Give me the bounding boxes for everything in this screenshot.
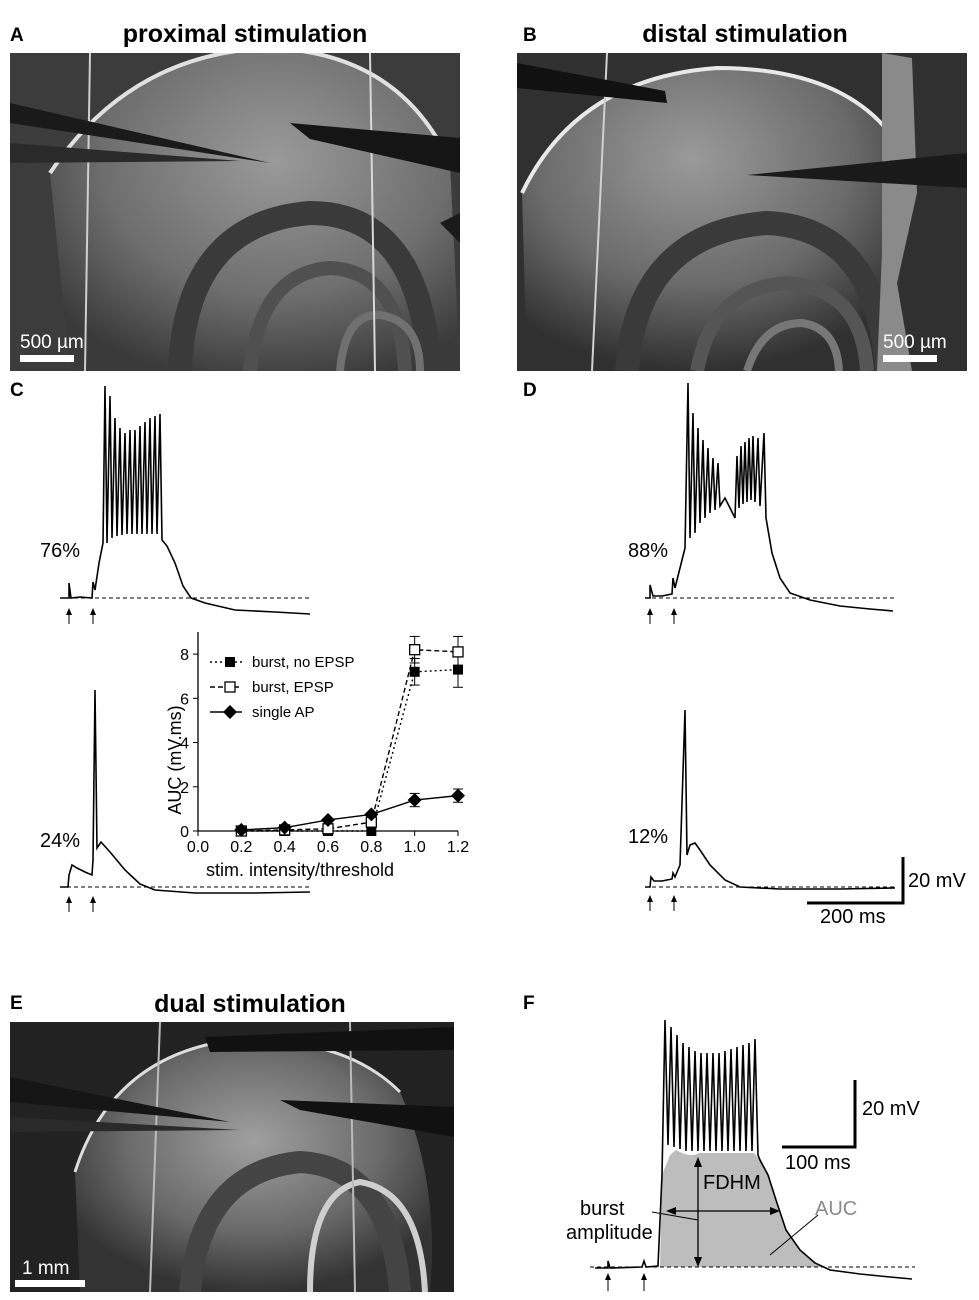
pct-12: 12% [628, 826, 669, 848]
y-tick-label: 0 [180, 824, 189, 841]
slice-photo-dual [10, 1022, 454, 1292]
legend-label: single AP [252, 704, 315, 721]
panel-label-a: A [10, 25, 24, 46]
data-point [409, 644, 421, 656]
legend-item: burst, no EPSP [210, 654, 355, 671]
scale-bar-b [883, 355, 937, 362]
scale-f-time: 100 ms [785, 1152, 851, 1174]
series-line [241, 794, 459, 831]
stim-arrow [66, 608, 72, 624]
stim-arrow [641, 1273, 647, 1291]
data-point [223, 705, 237, 719]
auc-shaded-area [660, 1150, 825, 1267]
legend-label: burst, no EPSP [252, 654, 355, 671]
stim-arrow [605, 1273, 611, 1291]
data-point [321, 812, 335, 827]
scale-label-b: 500 µm [883, 332, 947, 353]
auc-chart: 0.0 0.2 0.4 0.6 0.8 1.0 1.2 0 2 4 6 8 burst, no EPS… [165, 632, 469, 880]
legend-label: burst, EPSP [252, 679, 334, 696]
scale-bar-e [15, 1280, 85, 1287]
stim-arrow [90, 896, 96, 912]
scale-d-voltage: 20 mV [908, 870, 966, 892]
amplitude-label: amplitude [566, 1222, 653, 1244]
stim-arrow [671, 608, 677, 624]
x-tick-label: 0.0 [187, 839, 209, 856]
scale-d-time: 200 ms [820, 906, 886, 928]
data-point [225, 657, 235, 667]
trace-d-single [645, 709, 896, 911]
trace-d-burst [645, 382, 895, 624]
series-line [241, 668, 459, 832]
stim-arrow [647, 608, 653, 624]
y-tick-label: 4 [180, 736, 189, 753]
data-point [224, 681, 236, 693]
data-point [452, 646, 464, 658]
panel-a-title: proximal stimulation [122, 20, 368, 48]
data-point [453, 664, 463, 675]
series-single-ap [234, 788, 465, 837]
data-point [366, 826, 377, 836]
data-point [407, 793, 422, 808]
trace-c-single [60, 690, 311, 912]
fdhm-label: FDHM [703, 1172, 761, 1194]
auc-label: AUC [815, 1198, 858, 1220]
y-tick-label: 8 [180, 647, 189, 664]
scale-f-voltage: 20 mV [862, 1098, 920, 1120]
stim-arrow [66, 896, 72, 912]
y-tick-label: 2 [180, 780, 189, 797]
scale-bar-a [20, 355, 74, 362]
x-axis-label: stim. intensity/threshold [206, 860, 394, 880]
x-tick-label: 0.6 [317, 839, 339, 856]
burst-label: burst [580, 1198, 625, 1220]
data-point [364, 807, 379, 822]
stim-arrow [90, 608, 96, 624]
legend-item: burst, EPSP [210, 679, 334, 696]
panel-b-title: distal stimulation [642, 20, 848, 48]
panel-label-c: C [10, 380, 24, 401]
data-point [409, 666, 420, 677]
x-tick-label: 0.8 [360, 839, 382, 856]
x-tick-label: 1.2 [447, 839, 469, 856]
pct-88: 88% [628, 540, 669, 562]
data-point [451, 788, 465, 803]
scale-bar-d [807, 857, 905, 905]
series-line [241, 648, 459, 832]
trace-c-burst [60, 385, 311, 624]
y-tick-label: 6 [180, 691, 189, 708]
panel-label-e: E [10, 993, 23, 1014]
x-tick-label: 0.4 [274, 839, 296, 856]
slice-photo-proximal [10, 53, 460, 371]
panel-label-d: D [523, 380, 537, 401]
panel-label-f: F [523, 993, 535, 1014]
stim-arrow [671, 895, 677, 911]
scale-label-e: 1 mm [22, 1258, 70, 1279]
trace-f-annotated [590, 1019, 915, 1291]
slice-photo-distal [517, 53, 967, 371]
y-axis-label: AUC (mV.ms) [165, 705, 185, 814]
scale-label-a: 500 µm [20, 332, 84, 353]
x-tick-label: 1.0 [404, 839, 426, 856]
data-point [234, 822, 249, 837]
x-tick-label: 0.2 [230, 839, 252, 856]
pct-24: 24% [40, 830, 81, 852]
stim-arrow [647, 895, 653, 911]
pct-76: 76% [40, 540, 81, 562]
legend-item: single AP [210, 704, 315, 721]
panel-e-title: dual stimulation [154, 990, 346, 1018]
panel-label-b: B [523, 25, 537, 46]
data-point [277, 820, 292, 835]
